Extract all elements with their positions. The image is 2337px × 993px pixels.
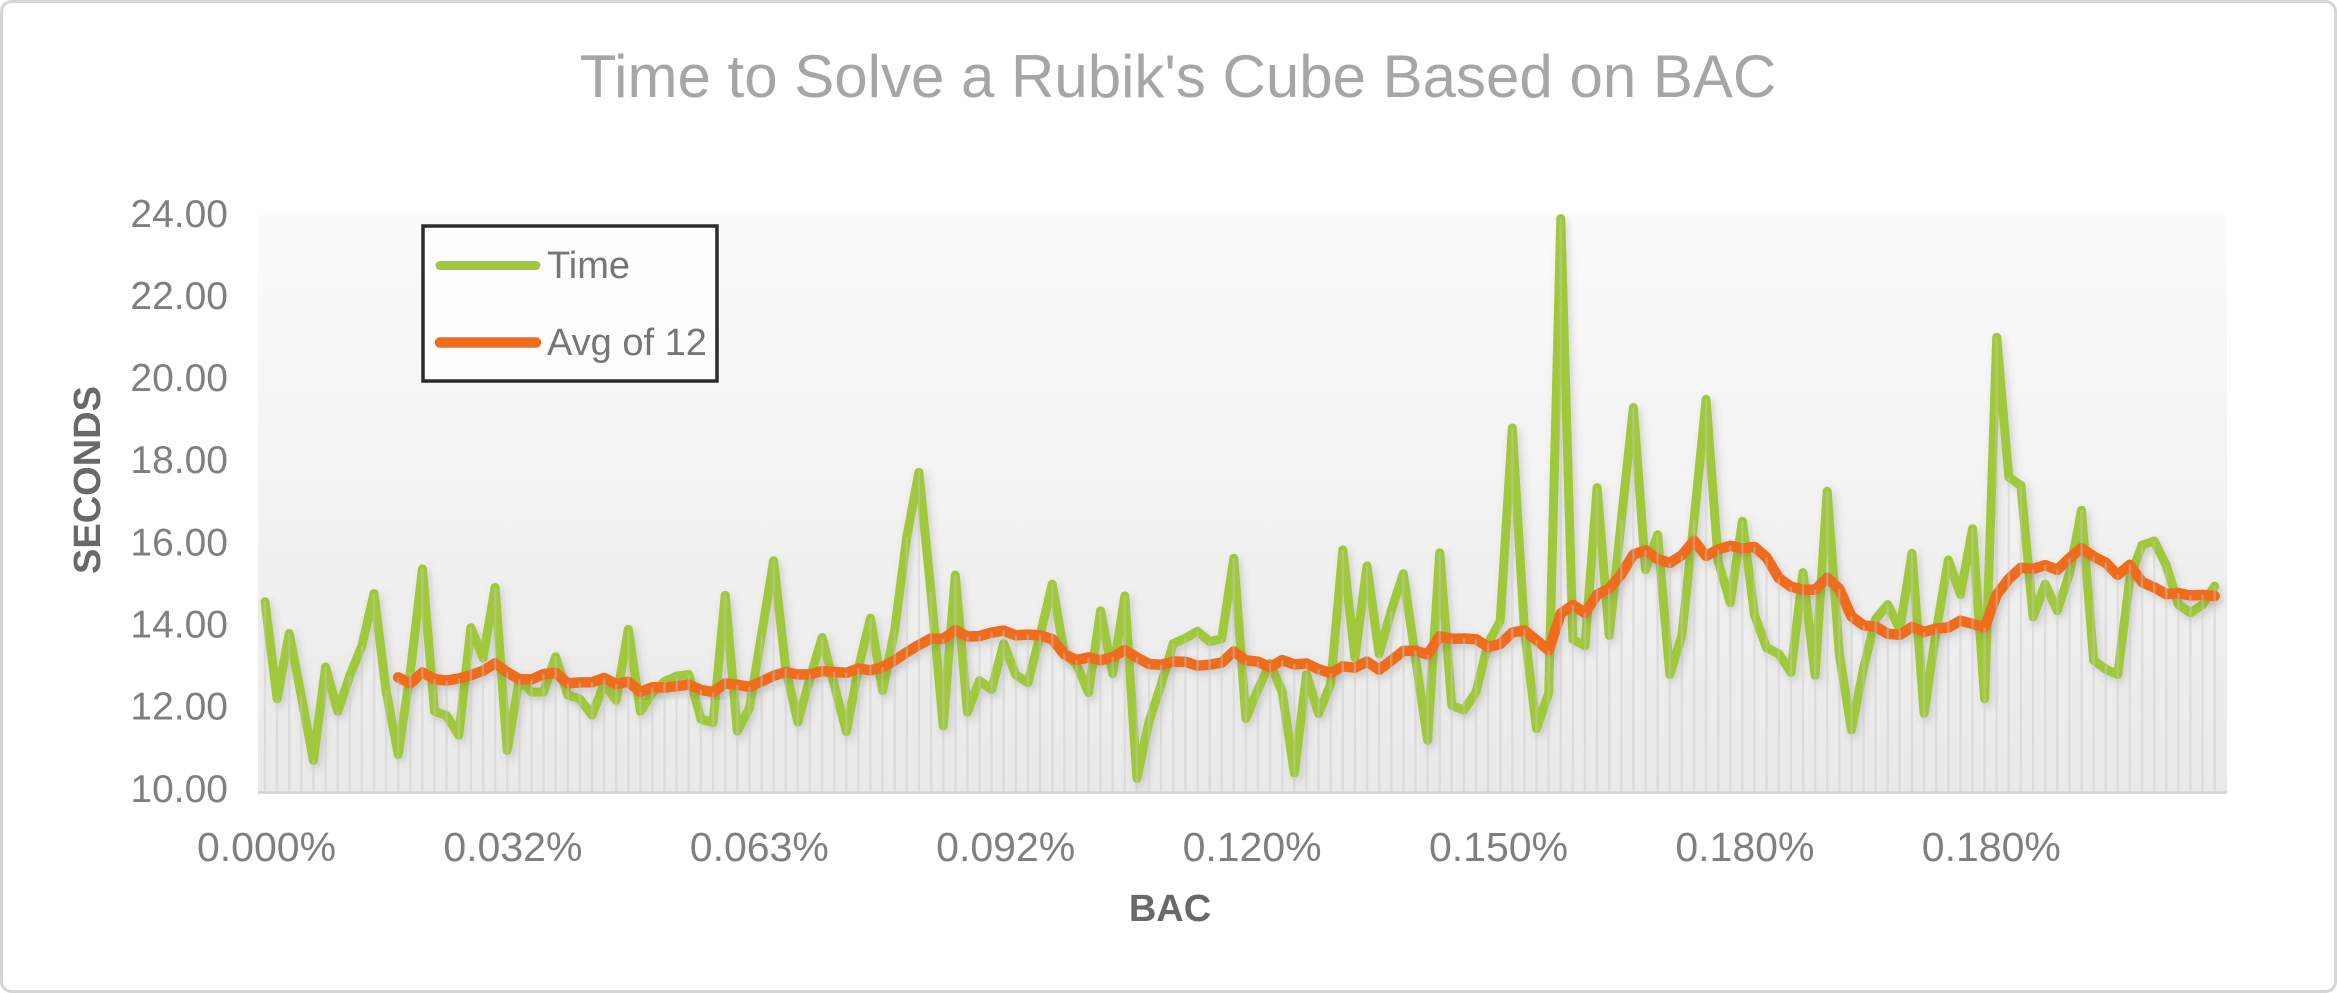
svg-text:BAC: BAC: [1129, 888, 1211, 930]
svg-text:0.092%: 0.092%: [936, 824, 1075, 870]
svg-text:0.180%: 0.180%: [1675, 824, 1814, 870]
svg-text:22.00: 22.00: [130, 275, 228, 318]
svg-text:18.00: 18.00: [130, 439, 228, 482]
svg-text:0.120%: 0.120%: [1183, 824, 1322, 870]
svg-text:SECONDS: SECONDS: [67, 386, 109, 574]
svg-text:24.00: 24.00: [130, 193, 228, 236]
svg-text:0.063%: 0.063%: [690, 824, 829, 870]
svg-text:12.00: 12.00: [130, 686, 228, 729]
svg-text:0.180%: 0.180%: [1922, 824, 2061, 870]
svg-text:10.00: 10.00: [130, 768, 228, 811]
svg-text:0.000%: 0.000%: [197, 824, 336, 870]
svg-text:0.032%: 0.032%: [443, 824, 582, 870]
svg-text:20.00: 20.00: [130, 357, 228, 400]
svg-text:0.150%: 0.150%: [1429, 824, 1568, 870]
svg-text:14.00: 14.00: [130, 603, 228, 646]
svg-text:Time: Time: [547, 245, 630, 287]
svg-text:Avg of 12: Avg of 12: [547, 322, 707, 364]
svg-text:16.00: 16.00: [130, 521, 228, 564]
svg-text:Time to Solve a Rubik's Cube B: Time to Solve a Rubik's Cube Based on BA…: [580, 43, 1776, 110]
